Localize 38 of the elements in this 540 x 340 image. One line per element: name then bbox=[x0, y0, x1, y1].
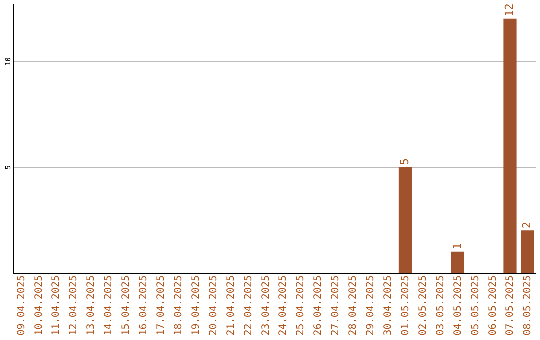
x-tick-label: 04.05.2025 bbox=[452, 276, 464, 336]
x-tick-label: 29.04.2025 bbox=[366, 276, 377, 336]
x-tick-label: 06.05.2025 bbox=[488, 276, 499, 336]
x-tick-label: 05.05.2025 bbox=[470, 276, 482, 336]
x-tick-label: 09.04.2025 bbox=[16, 276, 28, 336]
bar bbox=[521, 230, 534, 273]
data-label: 1 bbox=[450, 243, 464, 250]
x-tick-label: 20.04.2025 bbox=[208, 276, 220, 336]
x-tick-label: 02.05.2025 bbox=[418, 276, 429, 336]
x-tick-label: 14.04.2025 bbox=[104, 276, 115, 336]
x-tick-label: 08.05.2025 bbox=[522, 276, 534, 336]
x-tick-label: 03.05.2025 bbox=[435, 276, 446, 336]
x-tick-label: 27.04.2025 bbox=[330, 276, 342, 336]
x-tick-label: 12.04.2025 bbox=[68, 276, 80, 336]
bar bbox=[398, 167, 412, 273]
x-tick-label: 28.04.2025 bbox=[348, 276, 360, 336]
x-tick-label: 16.04.2025 bbox=[138, 276, 150, 336]
bar bbox=[504, 18, 517, 273]
data-label: 12 bbox=[503, 4, 516, 17]
x-tick-label: 07.05.2025 bbox=[505, 276, 516, 336]
bar bbox=[451, 252, 464, 273]
data-label: 5 bbox=[398, 158, 412, 166]
x-tick-label: 15.04.2025 bbox=[121, 276, 132, 336]
x-tick-label: 11.04.2025 bbox=[51, 276, 62, 336]
x-tick-label: 18.04.2025 bbox=[173, 276, 184, 336]
x-tick-label: 01.05.2025 bbox=[400, 276, 412, 336]
x-tick-label: 17.04.2025 bbox=[156, 276, 167, 336]
x-tick-label: 22.04.2025 bbox=[243, 276, 254, 336]
x-tick-label: 21.04.2025 bbox=[226, 276, 237, 336]
x-tick-label: 25.04.2025 bbox=[296, 276, 307, 336]
x-tick-label: 10.04.2025 bbox=[34, 276, 45, 336]
x-tick-label: 24.04.2025 bbox=[278, 276, 290, 336]
x-tick-label: 30.04.2025 bbox=[383, 276, 394, 336]
x-tick-label: 19.04.2025 bbox=[190, 276, 202, 336]
x-tick-label: 23.04.2025 bbox=[260, 276, 272, 336]
x-tick-label: 13.04.2025 bbox=[86, 276, 98, 336]
x-tick-label: 26.04.2025 bbox=[313, 276, 324, 336]
data-label: 2 bbox=[520, 222, 534, 229]
